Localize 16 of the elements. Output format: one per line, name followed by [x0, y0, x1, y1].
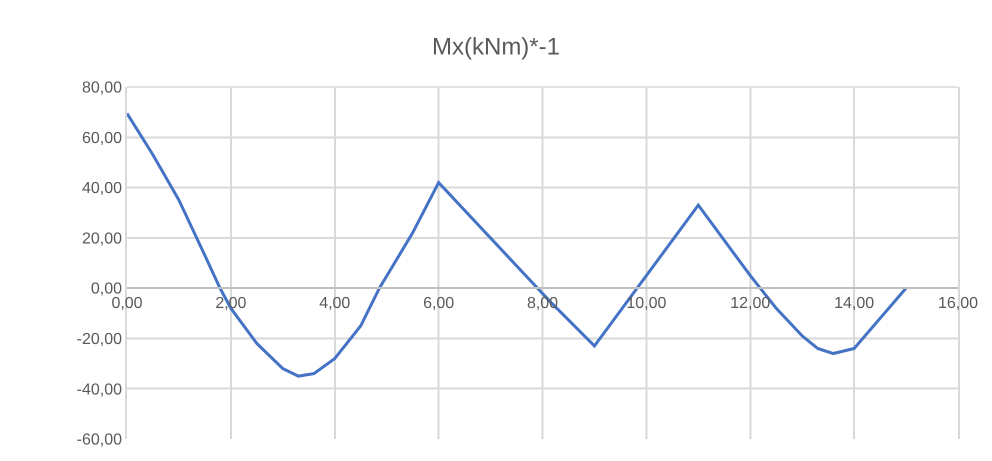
chart-title: Mx(kNm)*-1	[432, 34, 560, 60]
x-tick-label: 0,00	[111, 295, 143, 312]
y-tick-label: -40,00	[76, 381, 122, 398]
x-tick-label: 4,00	[319, 295, 350, 312]
y-tick-label: 20,00	[82, 230, 122, 248]
x-tick-label: 12,00	[730, 295, 770, 312]
y-tick-label: 80,00	[82, 80, 122, 97]
x-tick-label: 10,00	[626, 295, 666, 312]
y-tick-label: -60,00	[76, 432, 122, 449]
y-tick-label: 60,00	[82, 130, 122, 147]
x-tick-label: 6,00	[423, 295, 454, 312]
y-tick-label: -20,00	[76, 331, 122, 348]
x-tick-label: 16,00	[938, 295, 978, 312]
y-tick-label: 0,00	[90, 280, 122, 298]
y-tick-label: 40,00	[82, 180, 122, 198]
x-tick-label: 14,00	[834, 295, 874, 312]
